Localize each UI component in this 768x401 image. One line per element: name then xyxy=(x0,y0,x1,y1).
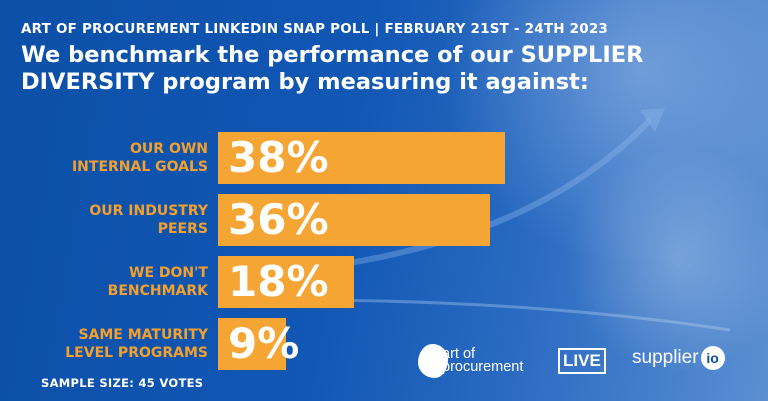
bar xyxy=(218,256,354,308)
supplier-io-circle: io xyxy=(700,346,725,370)
category-label-line: BENCHMARK xyxy=(107,283,208,299)
aop-logo-line2: procurement xyxy=(442,359,524,375)
category-label-line: OUR INDUSTRY xyxy=(89,203,208,219)
category-label-line: WE DON'T xyxy=(129,265,208,281)
category-label-line: OUR OWN xyxy=(130,141,208,157)
category-label: OUR INDUSTRY PEERS xyxy=(18,202,208,238)
category-label-line: LEVEL PROGRAMS xyxy=(65,345,208,361)
category-label: OUR OWN INTERNAL GOALS xyxy=(18,140,208,176)
bar-value-label: 36% xyxy=(228,195,329,244)
sample-size: SAMPLE SIZE: 45 VOTES xyxy=(41,376,204,390)
bar xyxy=(218,194,490,246)
category-label: WE DON'T BENCHMARK xyxy=(18,264,208,300)
poll-subtitle: ART OF PROCUREMENT LINKEDIN SNAP POLL | … xyxy=(21,21,609,37)
category-label-line: SAME MATURITY xyxy=(78,327,208,343)
supplier-io-logo: supplier io xyxy=(632,346,725,376)
aop-live-badge: LIVE xyxy=(558,348,606,374)
page-title: We benchmark the performance of our SUPP… xyxy=(21,42,644,95)
category-label: SAME MATURITY LEVEL PROGRAMS xyxy=(18,326,208,362)
bar xyxy=(218,132,505,184)
art-of-procurement-logo: art of procurement LIVE xyxy=(418,342,618,382)
background-glow xyxy=(560,150,768,370)
category-label-line: PEERS xyxy=(157,221,208,237)
bar-value-label: 38% xyxy=(228,133,329,182)
category-label-line: INTERNAL GOALS xyxy=(71,159,208,175)
bar xyxy=(218,318,286,370)
supplier-io-wordmark: supplier xyxy=(632,347,699,368)
aop-logo-mark xyxy=(418,344,448,378)
aop-logo-line1: art of xyxy=(442,346,476,362)
bar-value-label: 9% xyxy=(228,319,300,368)
bar-value-label: 18% xyxy=(228,257,329,306)
